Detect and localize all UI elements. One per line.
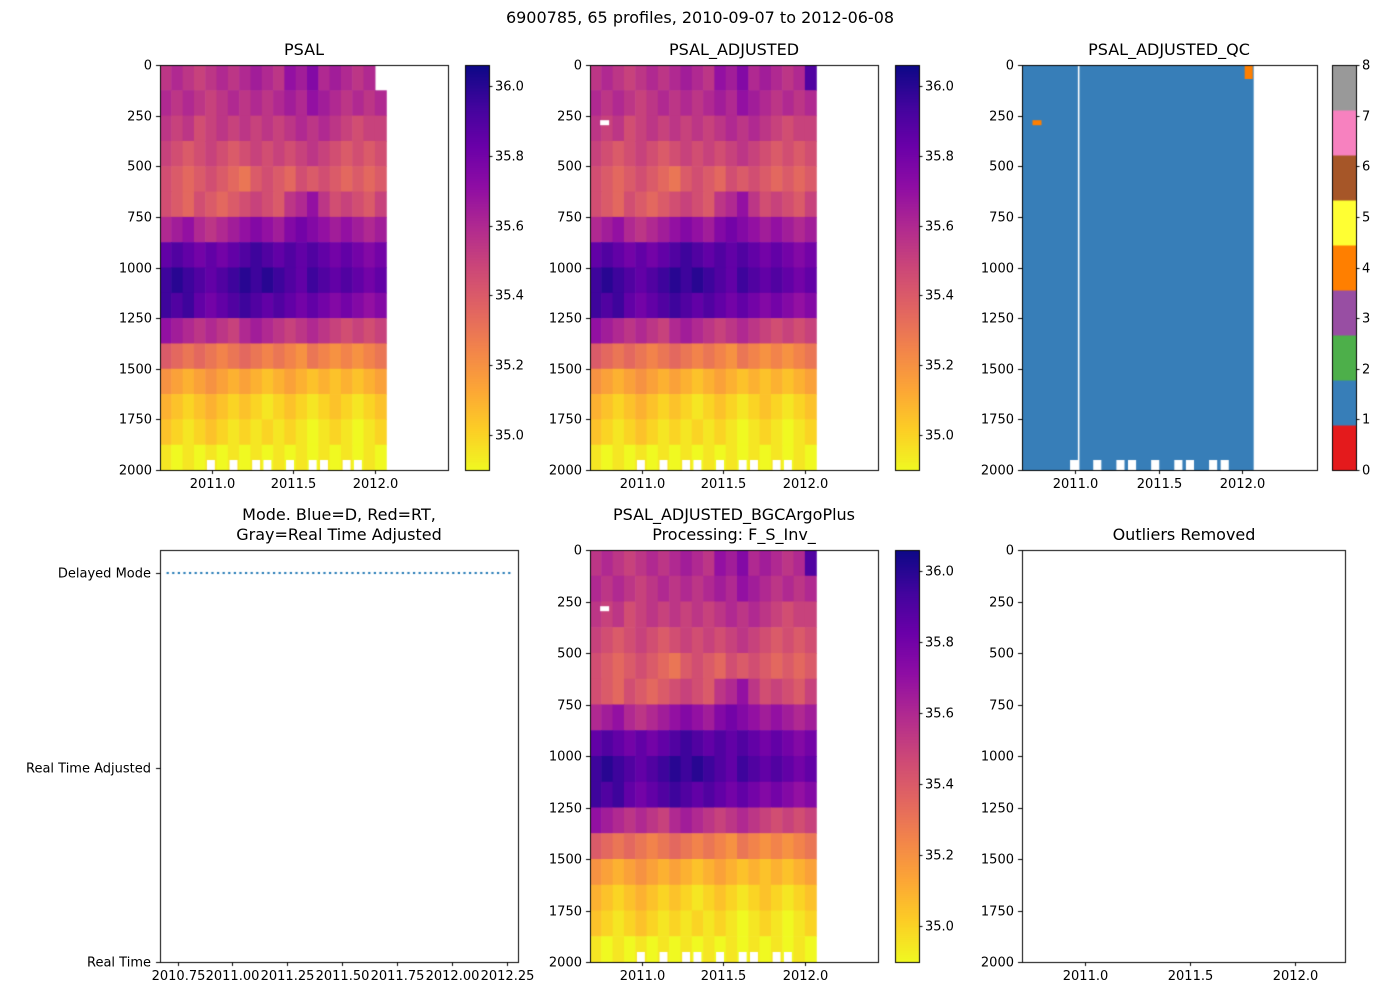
psal-adjusted-title: PSAL_ADJUSTED <box>668 40 800 59</box>
psal-title: PSAL <box>284 40 324 59</box>
mode-title: Mode. Blue=D, Red=RT, Gray=Real Time Adj… <box>236 505 442 544</box>
bgc-title: PSAL_ADJUSTED_BGCArgoPlus Processing: F_… <box>612 505 856 544</box>
outliers-removed-title: Outliers Removed <box>1112 525 1256 544</box>
psal-adjusted-qc-title: PSAL_ADJUSTED_QC <box>1088 40 1250 59</box>
figure-suptitle: 6900785, 65 profiles, 2010-09-07 to 2012… <box>505 8 895 27</box>
